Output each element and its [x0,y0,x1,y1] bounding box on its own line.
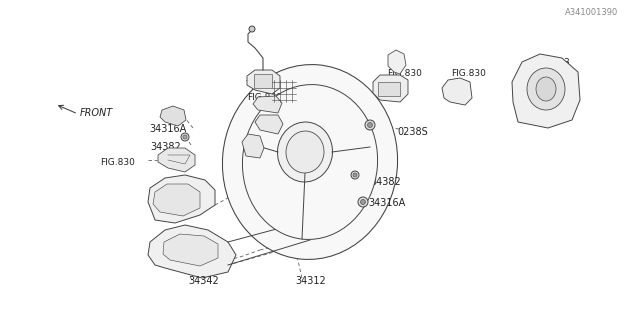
Circle shape [367,123,372,127]
Ellipse shape [536,77,556,101]
Circle shape [183,135,187,139]
Ellipse shape [286,131,324,173]
Polygon shape [442,78,472,105]
Text: FRONT: FRONT [80,108,113,118]
Text: FIG.830: FIG.830 [247,92,282,101]
Polygon shape [512,54,580,128]
Circle shape [358,197,368,207]
Text: 34312: 34312 [295,276,326,286]
Text: 0238S: 0238S [397,127,428,137]
Text: FIG.830: FIG.830 [451,68,486,77]
Text: 34342: 34342 [188,276,219,286]
Polygon shape [255,115,283,134]
Ellipse shape [223,65,397,260]
Polygon shape [242,134,264,158]
Polygon shape [373,75,408,102]
Polygon shape [148,175,215,223]
Polygon shape [247,70,280,94]
Ellipse shape [243,84,378,239]
Circle shape [360,199,365,204]
Ellipse shape [278,122,333,182]
Text: 34316A: 34316A [149,124,186,134]
Text: FIG.830: FIG.830 [100,157,135,166]
Circle shape [351,171,359,179]
Text: FIG.343: FIG.343 [535,58,570,67]
Ellipse shape [527,68,565,110]
Circle shape [365,120,375,130]
Bar [378,82,400,96]
Polygon shape [158,148,195,172]
Bar [254,74,272,88]
Polygon shape [160,106,186,126]
Text: 34316A: 34316A [368,198,405,208]
Polygon shape [253,96,282,113]
Circle shape [181,133,189,141]
Text: A341001390: A341001390 [565,7,618,17]
Circle shape [249,26,255,32]
Polygon shape [388,50,406,74]
Polygon shape [148,225,236,278]
Circle shape [353,173,357,177]
Text: 34382: 34382 [370,177,401,187]
Polygon shape [163,234,218,266]
Polygon shape [153,184,200,216]
Text: FIG.830: FIG.830 [387,68,422,77]
Text: 34382: 34382 [150,142,180,152]
